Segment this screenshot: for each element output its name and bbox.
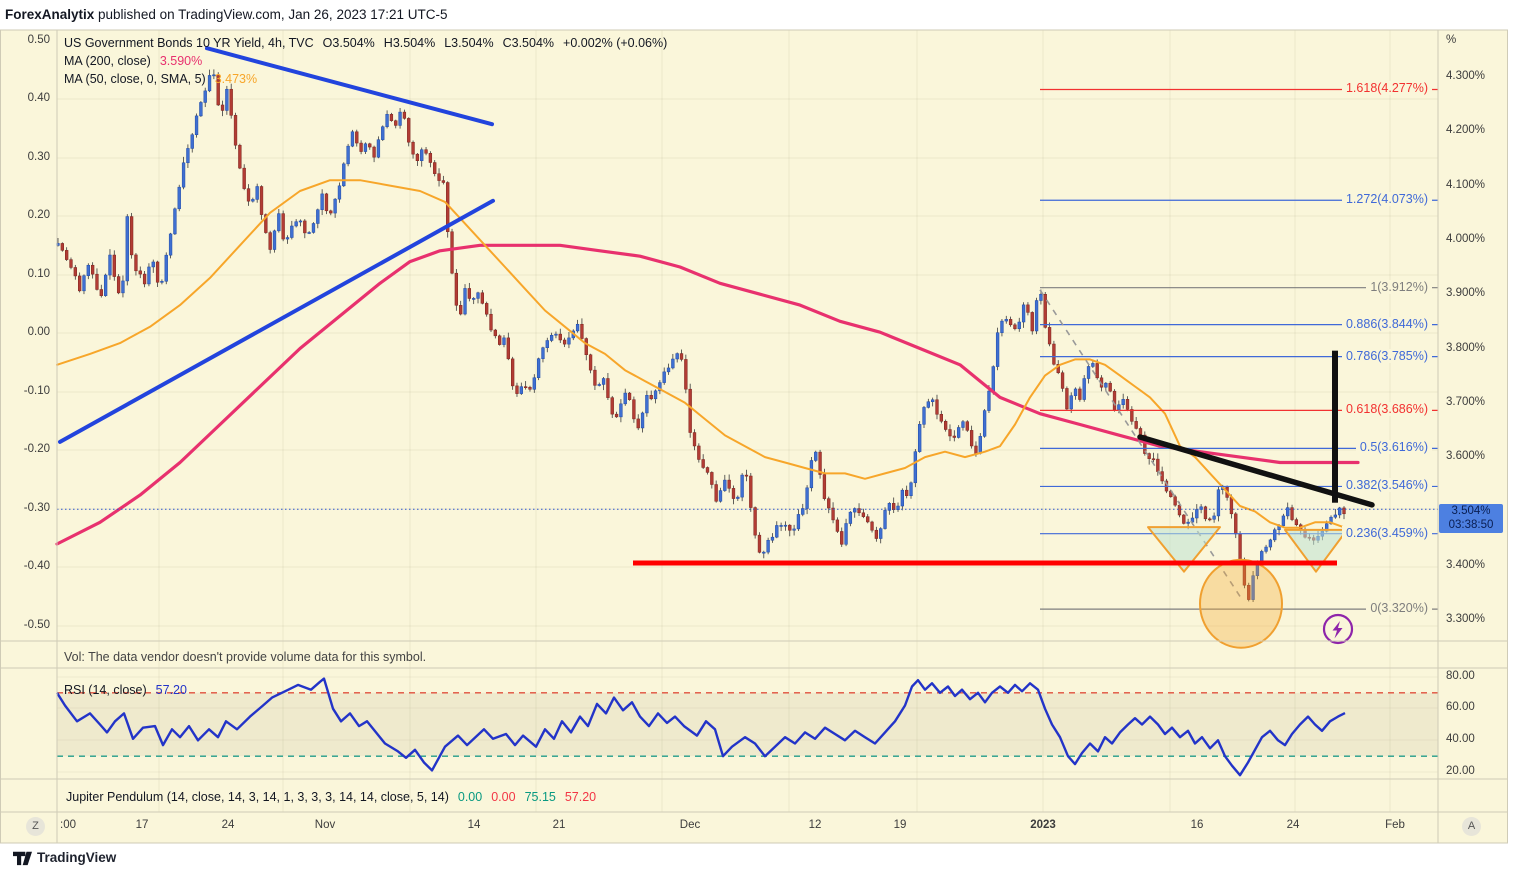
fib-label-0.236: 0.236(3.459%) [1341,525,1432,540]
jupiter-value-1: 0.00 [457,790,483,804]
ma200-legend[interactable]: MA (200, close) 3.590% [64,54,211,68]
ohlc-close: C3.504% [502,36,555,50]
ma200-label: MA (200, close) [64,54,151,68]
impulse-bar [1332,350,1338,503]
fib-label-0.618: 0.618(3.686%) [1341,402,1432,417]
left-axis-tick: -0.30 [23,502,50,514]
time-axis-tick: 21 [552,819,566,831]
time-axis-tick: 17 [135,819,149,831]
ma50-value: 3.473% [214,72,258,86]
symbol-legend[interactable]: US Government Bonds 10 YR Yield, 4h, TVC… [64,36,676,50]
bar-countdown: 03:38:50 [1448,518,1494,531]
time-axis-tick: Feb [1385,819,1405,831]
time-axis-tick: 19 [893,819,907,831]
time-axis-tick: Dec [679,819,701,831]
right-axis-tick: 3.800% [1446,341,1486,354]
last-price: 3.504% [1451,505,1491,517]
right-axis-tick: 3.400% [1446,558,1486,571]
price-change: +0.002% (+0.06%) [563,36,668,50]
rsi-axis-tick: 80.00 [1446,670,1475,682]
fib-label-1.618: 1.618(4.277%) [1341,81,1432,96]
left-axis-tick: -0.20 [23,443,50,455]
fib-label-1.272: 1.272(4.073%) [1341,192,1432,207]
rsi-label: RSI (14, close) [64,683,147,697]
rsi-band [57,692,1438,757]
autoscale-button[interactable]: A [1462,817,1481,836]
jupiter-value-4: 57.20 [564,790,597,804]
rsi-line [55,677,1346,777]
dashed-trendline [1039,289,1244,602]
ohlc-high: H3.504% [383,36,436,50]
time-axis-tick: 16 [1190,819,1204,831]
right-axis-tick: 3.700% [1446,395,1486,408]
ma50-label: MA (50, close, 0, SMA, 5) [64,72,206,86]
time-axis-tick: 2023 [1030,819,1056,831]
ohlc-low: L3.504% [444,36,494,50]
rsi-axis-tick: 60.00 [1446,701,1475,713]
candlestick-series [56,69,1346,603]
fib-label-0.5: 0.5(3.616%) [1355,440,1432,455]
left-axis-tick: 0.20 [27,209,50,221]
right-axis-tick: 4.300% [1446,70,1486,82]
left-axis-tick: 0.10 [27,268,50,280]
upper-blue-trendline [205,46,494,127]
fib-label-1: 1(3.912%) [1366,279,1432,294]
ma50-legend[interactable]: MA (50, close, 0, SMA, 5) 3.473% [64,72,266,86]
ohlc-open: O3.504% [322,36,375,50]
ma50-line [56,179,1359,529]
jupiter-label: Jupiter Pendulum (14, close, 14, 3, 14, … [66,790,449,804]
time-axis-tick: :00 [60,819,76,831]
jupiter-value-3: 75.15 [524,790,556,804]
left-axis-tick: 0.30 [27,151,50,163]
ma200-value: 3.590% [159,54,203,68]
right-axis-tick: 4.100% [1446,178,1486,191]
right-axis-tick: 4.000% [1446,232,1486,245]
timezone-button[interactable]: Z [26,817,45,836]
last-price-label: 3.504% 03:38:50 [1439,504,1503,533]
symbol-title: US Government Bonds 10 YR Yield, 4h, TVC [64,36,314,50]
time-axis-tick: 24 [221,819,235,831]
highlight-circle [1199,558,1283,649]
time-axis-tick: 24 [1286,819,1300,831]
chart-background [0,30,1508,843]
pennant-triangle [1147,526,1221,573]
left-axis-tick: -0.40 [23,560,50,572]
time-axis-tick: Nov [314,819,336,831]
lightning-icon [1322,613,1354,645]
publish-info: ForexAnalytix published on TradingView.c… [5,7,448,22]
pennant-triangle [1284,528,1348,573]
fib-label-0.382: 0.382(3.546%) [1341,478,1432,493]
left-axis-tick: 0.50 [27,34,50,46]
volume-note: Vol: The data vendor doesn't provide vol… [64,650,427,664]
left-axis-tick: 0.40 [27,92,50,104]
right-axis-tick: 3.600% [1446,450,1486,463]
left-axis-tick: 0.00 [27,326,50,338]
jupiter-value-2: 0.00 [491,790,516,804]
rsi-axis-tick: 40.00 [1446,733,1475,745]
fib-label-0: 0(3.320%) [1366,601,1432,616]
time-axis-tick: 12 [808,819,822,831]
left-axis-tick: -0.10 [23,385,50,397]
ma200-line [55,243,1360,546]
tradingview-watermark-text: TradingView [37,850,117,865]
jupiter-legend[interactable]: Jupiter Pendulum (14, close, 14, 3, 14, … [66,790,605,804]
publisher-name: ForexAnalytix [5,7,95,22]
lower-blue-trendline [58,198,495,444]
left-axis-tick: -0.50 [23,619,50,631]
right-axis-tick: 3.300% [1446,613,1486,625]
fib-label-0.886: 0.886(3.844%) [1341,316,1432,331]
rsi-axis-tick: 20.00 [1446,765,1475,777]
time-axis-tick: 14 [467,819,481,831]
right-axis-unit: % [1446,34,1457,46]
fib-label-0.786: 0.786(3.785%) [1341,348,1432,363]
rsi-legend[interactable]: RSI (14, close) 57.20 [64,683,196,697]
tradingview-logo-icon [13,851,32,866]
rsi-value: 57.20 [155,683,187,697]
right-axis-tick: 4.200% [1446,124,1486,137]
right-axis-tick: 3.900% [1446,287,1486,300]
publish-details: published on TradingView.com, Jan 26, 20… [94,7,448,22]
tradingview-logo[interactable]: TradingView [13,848,116,867]
